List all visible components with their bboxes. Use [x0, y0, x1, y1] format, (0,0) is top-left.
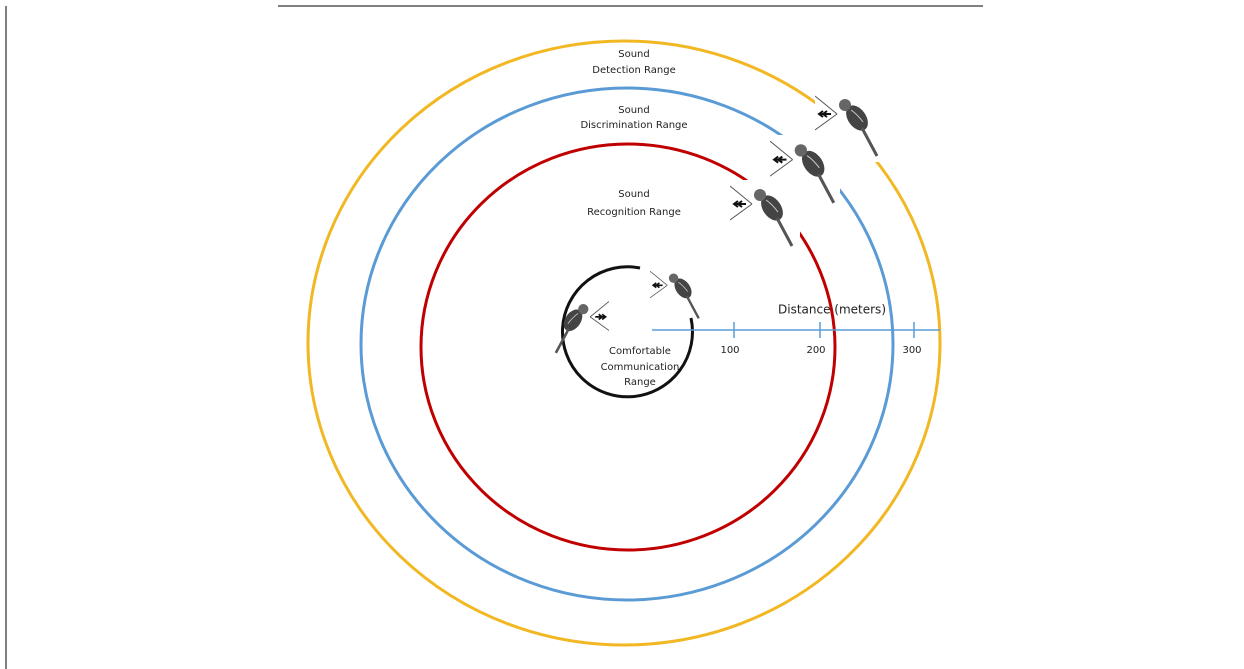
label: Sound [618, 49, 650, 60]
label: Communication [601, 362, 680, 373]
bird [650, 269, 700, 320]
discrimination-circle [359, 86, 895, 602]
communication-arc [560, 265, 694, 399]
axis-title: Distance (meters) [778, 303, 886, 317]
distance-axis [652, 322, 940, 338]
tick-label: 100 [720, 345, 739, 356]
label: Recognition Range [587, 207, 681, 218]
recognition-circle [419, 142, 837, 552]
label: Detection Range [592, 65, 675, 76]
label: Sound [618, 189, 650, 200]
label: Comfortable [609, 346, 671, 357]
label: Discrimination Range [580, 120, 687, 131]
detection-circle [306, 39, 942, 647]
tick-label: 200 [806, 345, 825, 356]
tick-label: 300 [902, 345, 921, 356]
label: Sound [618, 105, 650, 116]
label: Range [624, 377, 656, 388]
frame [5, 5, 983, 669]
